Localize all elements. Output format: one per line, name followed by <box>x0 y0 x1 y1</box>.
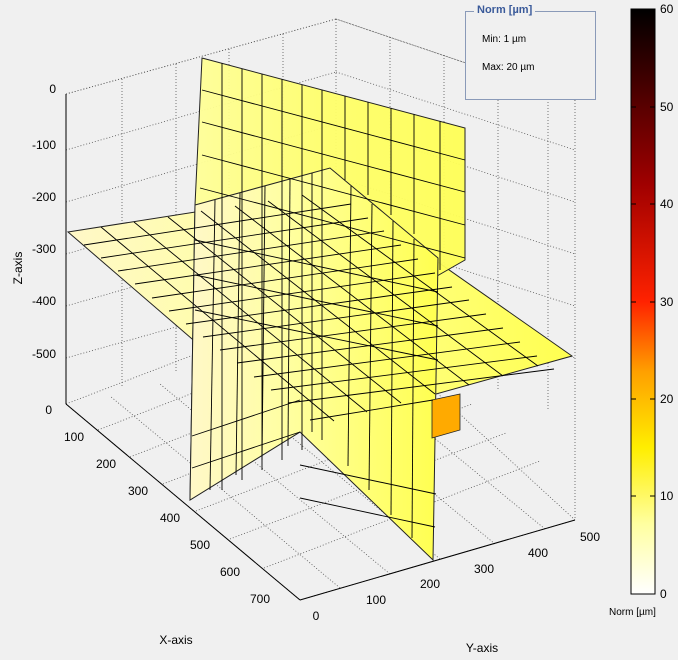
z-tick-label: -500 <box>32 347 56 361</box>
z-tick-label: -200 <box>32 190 56 204</box>
y-tick-label: 300 <box>474 562 494 576</box>
legend-title: Norm [µm] <box>474 4 536 16</box>
legend-panel: Norm [µm] Min: 1 µm Max: 20 µm <box>465 4 596 100</box>
colorbar-tick-label: 40 <box>660 197 674 211</box>
y-tick-label: 400 <box>528 546 548 560</box>
y-tick-label: 200 <box>420 577 440 591</box>
y-axis-label: Y-axis <box>466 641 498 655</box>
mesh-lines <box>83 63 555 539</box>
z-tick-label: -400 <box>32 294 56 308</box>
x-slice-plane <box>189 167 439 562</box>
y-axis-ticks: 0 100 200 300 400 500 <box>313 530 601 623</box>
x-tick-label: 200 <box>96 457 116 471</box>
x-tick-label: 300 <box>128 484 148 498</box>
colorbar-tick-label: 0 <box>660 587 667 601</box>
colorbar-ticks <box>631 8 655 595</box>
slice-planes <box>66 57 574 562</box>
z-tick-label: 0 <box>49 82 56 96</box>
x-tick-label: 100 <box>64 430 84 444</box>
x-tick-label: 600 <box>220 565 240 579</box>
x-axis-label: X-axis <box>159 633 192 647</box>
y-tick-label: 0 <box>313 609 320 623</box>
colorbar-tick-labels: 0 10 20 30 40 50 60 <box>660 2 674 601</box>
x-tick-label: 0 <box>45 403 52 417</box>
z-tick-label: -300 <box>32 242 56 256</box>
colorbar-tick-label: 50 <box>660 100 674 114</box>
legend-min: Min: 1 µm <box>482 34 527 45</box>
x-tick-label: 700 <box>250 592 270 606</box>
hot-spot-block <box>431 393 461 439</box>
z-axis-ticks: 0 -100 -200 -300 -400 -500 <box>32 82 56 361</box>
x-tick-label: 400 <box>160 511 180 525</box>
colorbar-tick-label: 10 <box>660 489 674 503</box>
z-axis-label: Z-axis <box>11 252 25 285</box>
legend-max: Max: 20 µm <box>482 62 535 73</box>
z-tick-label: -100 <box>32 138 56 152</box>
y-tick-label: 100 <box>366 593 386 607</box>
axis-lines <box>65 94 576 601</box>
x-tick-label: 500 <box>190 538 210 552</box>
colorbar-tick-label: 60 <box>660 2 674 16</box>
colorbar-tick-label: 20 <box>660 392 674 406</box>
colorbar-tick-label: 30 <box>660 295 674 309</box>
y-tick-label: 500 <box>580 530 600 544</box>
colorbar-label: Norm [µm] <box>609 607 656 618</box>
x-axis-ticks: 0 100 200 300 400 500 600 700 <box>45 403 270 606</box>
